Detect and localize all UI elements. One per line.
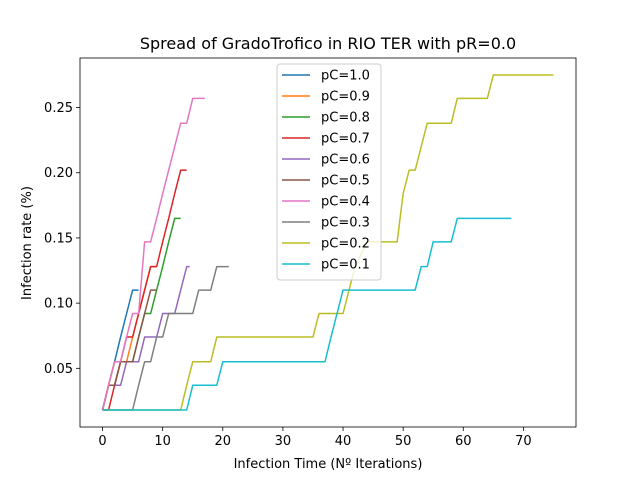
y-tick-label: 0.20 [44,166,73,181]
x-tick-label: 0 [98,434,106,449]
legend-label-9: pC=0.1 [321,258,370,273]
y-tick-label: 0.10 [44,297,73,312]
series-line-5 [101,289,157,411]
x-tick-label: 40 [335,434,352,449]
chart-title: Spread of GradoTrofico in RIO TER with p… [140,34,516,53]
axes-frame [79,57,577,428]
x-tick-label: 70 [515,434,532,449]
x-tick-label: 10 [154,434,171,449]
legend-label-5: pC=0.5 [321,174,370,189]
legend-label-1: pC=0.9 [321,90,370,105]
y-axis-label: Infection rate (%) [20,186,35,300]
x-tick-label: 60 [455,434,472,449]
legend-label-0: pC=1.0 [321,69,370,84]
legend-label-7: pC=0.3 [321,216,370,231]
legend-label-3: pC=0.7 [321,132,370,147]
series-line-3 [102,169,187,411]
series-line-6 [101,97,205,411]
y-tick-label: 0.05 [44,362,73,377]
series-line-7 [102,265,229,411]
legend-box [276,63,382,281]
legend-label-2: pC=0.8 [321,111,370,126]
x-tick-label: 20 [215,434,232,449]
x-axis-label: Infection Time (Nº Iterations) [234,457,423,472]
series-line-0 [101,289,139,411]
x-tick-label: 50 [395,434,412,449]
x-tick-label: 30 [275,434,292,449]
plot-area: 0 10 20 30 40 50 60 70 0.05 0.10 0.15 0.20 0.25 [44,57,577,449]
y-tick-label: 0.25 [44,101,73,116]
series-line-4 [101,265,190,411]
legend-label-6: pC=0.4 [321,195,370,210]
legend-label-4: pC=0.6 [321,153,370,168]
y-tick-label: 0.15 [44,231,73,246]
legend-label-8: pC=0.2 [321,237,370,252]
series-line-1 [101,265,157,411]
legend: pC=1.0 pC=0.9 pC=0.8 pC=0.7 pC=0.6 pC=0.5 pC=0… [276,63,382,281]
series-line-9 [102,217,512,411]
